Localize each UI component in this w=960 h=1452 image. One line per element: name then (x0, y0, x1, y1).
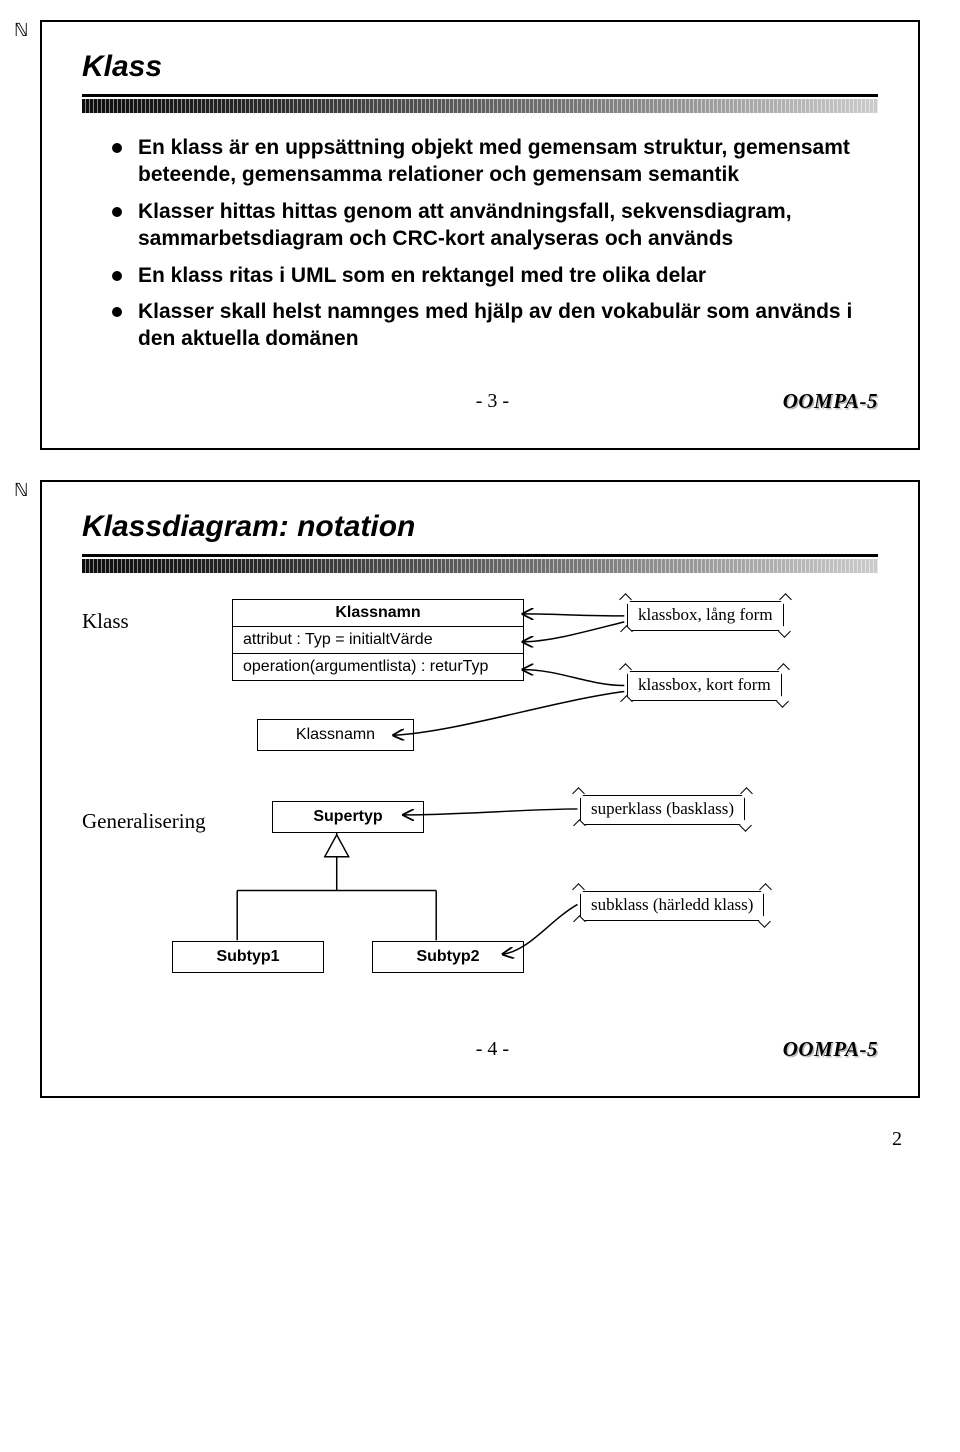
slide1-title: Klass (82, 50, 878, 84)
uml-classname-short: Klassnamn (296, 726, 375, 743)
note-text: klassbox, lång form (638, 605, 773, 624)
bullet-item: En klass är en uppsättning objekt med ge… (112, 135, 868, 189)
slide-footer: - 3 - OOMPA-5 (82, 389, 878, 414)
gradient-bar (82, 99, 878, 113)
brand-label: OOMPA-5 (783, 389, 878, 414)
document-page-number: 2 (0, 1128, 960, 1151)
page: ℕ Klass En klass är en uppsättning objek… (0, 20, 960, 1191)
note-text: klassbox, kort form (638, 675, 771, 694)
uml-classname: Klassnamn (233, 600, 523, 627)
note-long-form: klassbox, lång form (627, 601, 784, 631)
corner-glyph-icon: ℕ (14, 480, 24, 501)
bullet-item: Klasser hittas hittas genom att användni… (112, 199, 868, 253)
note-text: subklass (härledd klass) (591, 895, 753, 914)
uml-subtyp1: Subtyp1 (172, 941, 324, 973)
note-superclass: superklass (basklass) (580, 795, 745, 825)
bullet-list: En klass är en uppsättning objekt med ge… (82, 135, 878, 353)
supertyp-label: Supertyp (313, 808, 382, 825)
subtyp1-label: Subtyp1 (216, 948, 279, 965)
row-label-klass: Klass (82, 609, 129, 634)
title-underline (82, 554, 878, 557)
slide-klassdiagram: ℕ Klassdiagram: notation Klass Generalis… (40, 480, 920, 1098)
uml-classbox-short: Klassnamn (257, 719, 414, 751)
gradient-bar (82, 559, 878, 573)
note-text: superklass (basklass) (591, 799, 734, 818)
bullet-item: En klass ritas i UML som en rektangel me… (112, 263, 868, 290)
corner-glyph-icon: ℕ (14, 20, 24, 41)
bullet-item: Klasser skall helst namnges med hjälp av… (112, 299, 868, 353)
subtyp2-label: Subtyp2 (416, 948, 479, 965)
note-short-form: klassbox, kort form (627, 671, 782, 701)
row-label-generalisering: Generalisering (82, 809, 206, 834)
uml-classbox-long: Klassnamn attribut : Typ = initialtVärde… (232, 599, 524, 681)
slide1-pagenum: - 3 - (202, 390, 783, 413)
slide-klass: ℕ Klass En klass är en uppsättning objek… (40, 20, 920, 450)
note-subclass: subklass (härledd klass) (580, 891, 764, 921)
uml-supertyp: Supertyp (272, 801, 424, 833)
slide2-title: Klassdiagram: notation (82, 510, 878, 544)
brand-label: OOMPA-5 (783, 1037, 878, 1062)
slide2-pagenum: - 4 - (202, 1038, 783, 1061)
uml-attribute: attribut : Typ = initialtVärde (233, 627, 523, 654)
uml-operation: operation(argumentlista) : returTyp (233, 654, 523, 680)
uml-diagram: Klass Generalisering Klassnamn attribut … (82, 591, 878, 1001)
slide-footer: - 4 - OOMPA-5 (82, 1037, 878, 1062)
uml-subtyp2: Subtyp2 (372, 941, 524, 973)
title-underline (82, 94, 878, 97)
